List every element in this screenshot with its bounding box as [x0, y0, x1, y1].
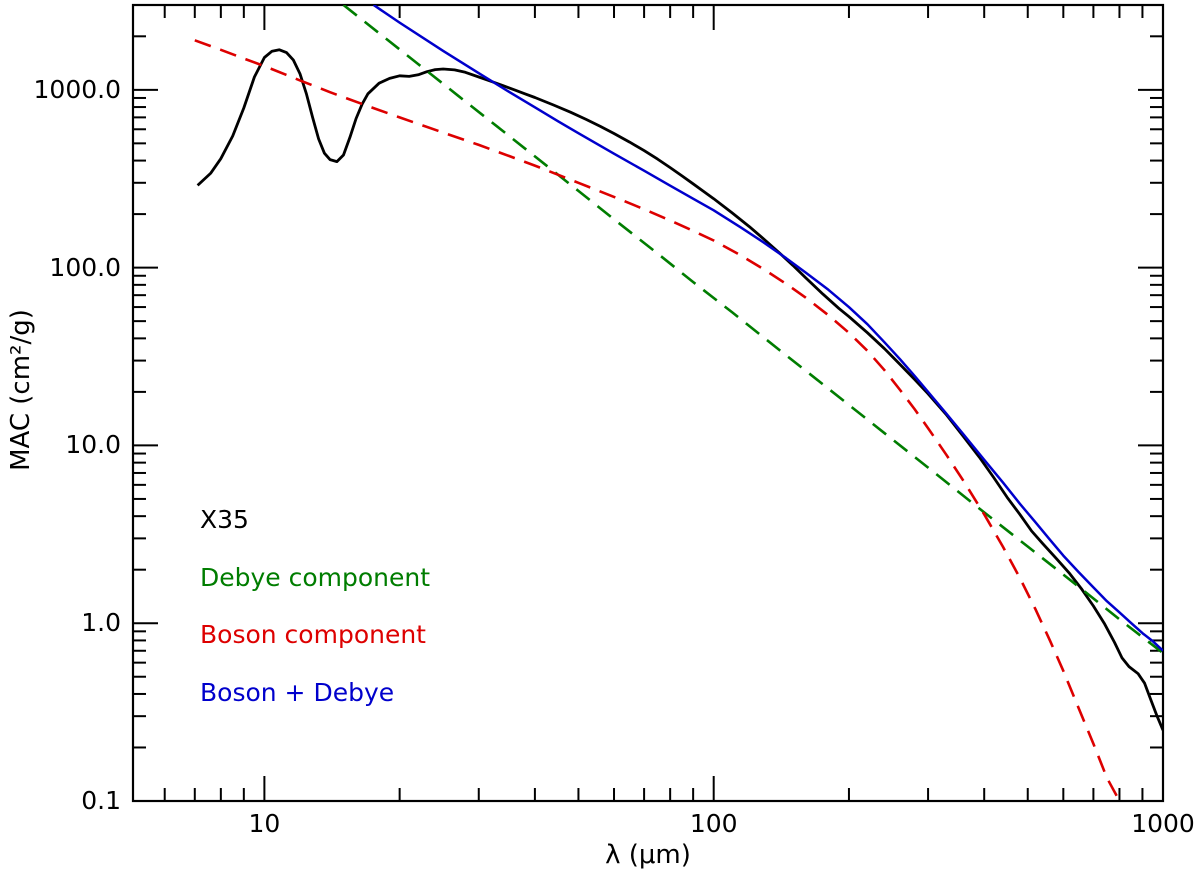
series-boson-debye: [372, 5, 1163, 652]
x-axis-title: λ (μm): [605, 840, 691, 870]
y-tick-label: 0.1: [81, 786, 121, 815]
legend-item-boson-plus-debye: Boson + Debye: [200, 678, 395, 707]
y-tick-label: 1000.0: [33, 74, 121, 104]
y-tick-label: 10.0: [65, 430, 121, 460]
series-x35: [196, 48, 1163, 731]
x-tick-label: 100: [689, 809, 738, 838]
plot-frame: [131, 3, 1165, 803]
x-tick-label: 1000: [1131, 809, 1195, 838]
legend-item-debye-component: Debye component: [200, 563, 431, 592]
series-debye-component: [342, 5, 1163, 655]
legend-item-x35: X35: [200, 505, 249, 534]
legend-item-boson-component: Boson component: [200, 620, 426, 649]
x-tick-label: 10: [248, 809, 281, 838]
series-boson-component: [194, 39, 1121, 801]
y-tick-label: 1.0: [81, 608, 121, 638]
y-tick-label: 100.0: [49, 252, 121, 282]
